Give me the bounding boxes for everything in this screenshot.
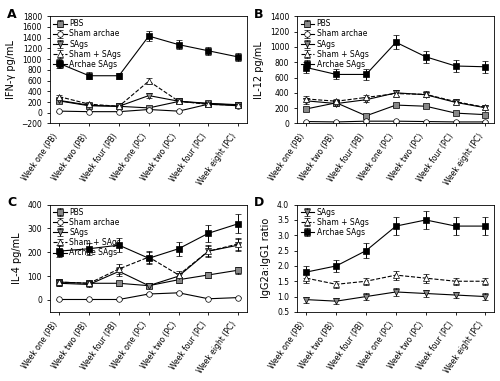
Legend: PBS, Sham archae, SAgs, Sham + SAgs, Archae SAgs: PBS, Sham archae, SAgs, Sham + SAgs, Arc… bbox=[52, 206, 123, 259]
Y-axis label: IgG2a:IgG1 ratio: IgG2a:IgG1 ratio bbox=[262, 218, 272, 298]
Text: C: C bbox=[7, 196, 16, 209]
Text: A: A bbox=[7, 8, 16, 21]
Text: B: B bbox=[254, 8, 264, 21]
Y-axis label: IL-4 pg/mL: IL-4 pg/mL bbox=[12, 232, 22, 284]
Text: D: D bbox=[254, 196, 264, 209]
Y-axis label: IL-12 pg/mL: IL-12 pg/mL bbox=[254, 41, 264, 99]
Legend: PBS, Sham archae, SAgs, Sham + SAgs, Archae SAgs: PBS, Sham archae, SAgs, Sham + SAgs, Arc… bbox=[299, 18, 370, 70]
Y-axis label: IFN-γ pg/mL: IFN-γ pg/mL bbox=[6, 40, 16, 99]
Legend: PBS, Sham archae, SAgs, Sham + SAgs, Archae SAgs: PBS, Sham archae, SAgs, Sham + SAgs, Arc… bbox=[52, 18, 123, 70]
Legend: SAgs, Sham + SAgs, Archae SAgs: SAgs, Sham + SAgs, Archae SAgs bbox=[299, 206, 370, 239]
